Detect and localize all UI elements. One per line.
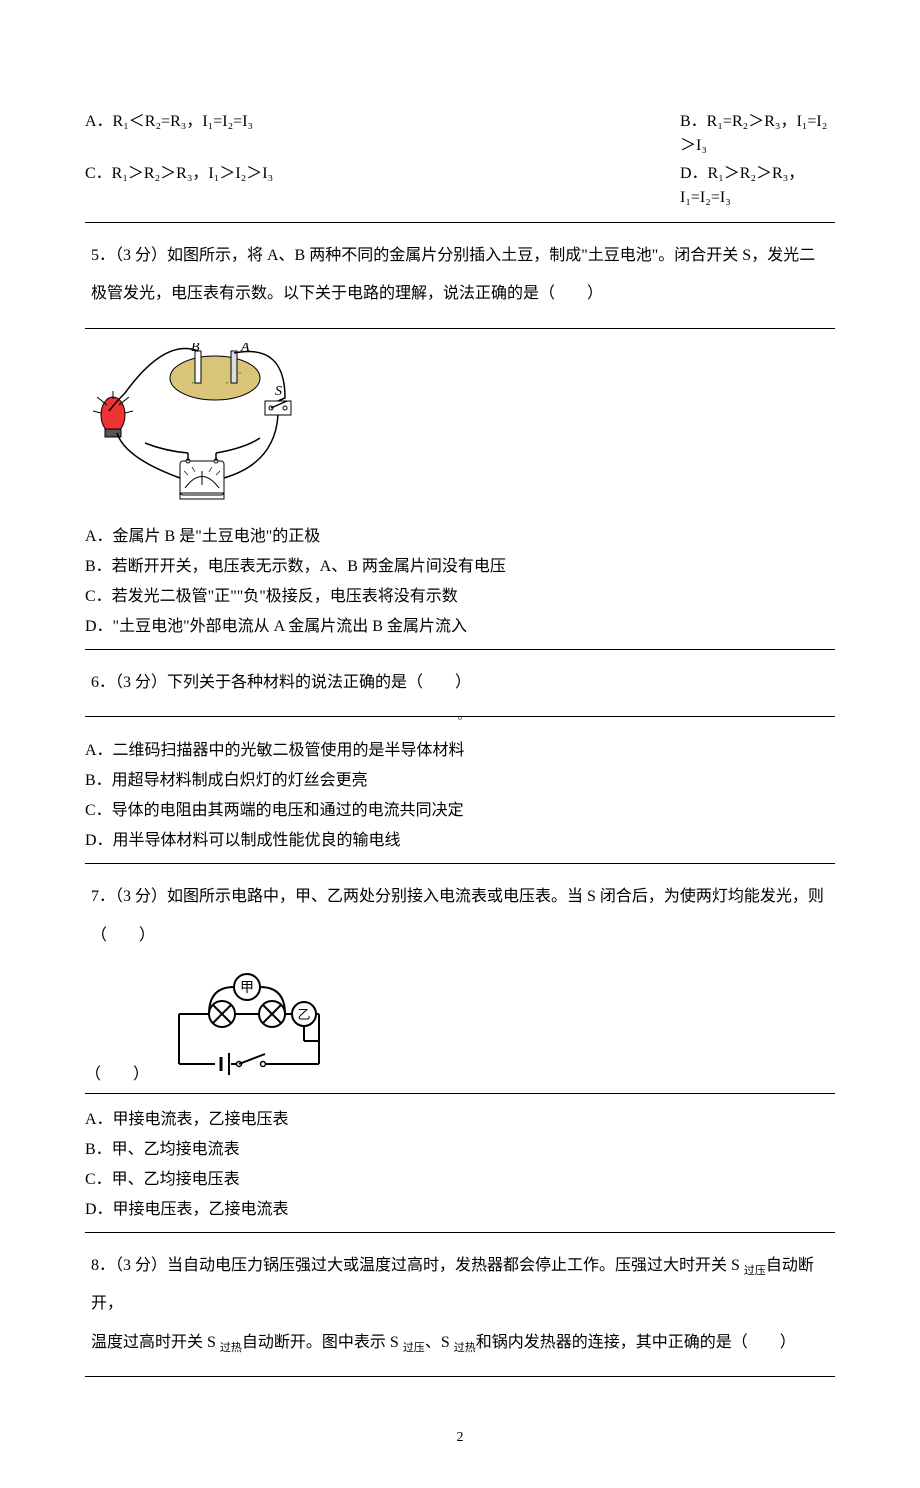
- potato-battery-svg: B A S: [85, 343, 295, 503]
- q8-l1a: 8．（3 分）当自动电压力锅压强过大或温度过高时，发热器都会停止工作。压强过大时…: [91, 1257, 744, 1274]
- q8-stem-box: 8．（3 分）当自动电压力锅压强过大或温度过高时，发热器都会停止工作。压强过大时…: [85, 1232, 835, 1377]
- q5-option-c: C．若发光二极管"正""负"极接反，电压表将没有示数: [85, 585, 835, 609]
- q5-figure: B A S: [85, 343, 835, 511]
- q5-option-d: D．"土豆电池"外部电流从 A 金属片流出 B 金属片流入: [85, 615, 835, 639]
- q8-sub3: 过压: [403, 1342, 425, 1354]
- q8-l2c: 、S: [425, 1334, 454, 1351]
- q5-option-b: B．若断开开关，电压表无示数，A、B 两金属片间没有电压: [85, 555, 835, 579]
- label-a: A: [240, 343, 250, 355]
- q7-figure: 甲 乙: [159, 969, 339, 1087]
- q4-option-c: C．R₁＞R₂＞R₃，I₁＞I₂＞I₃: [85, 162, 460, 210]
- switch-icon: S: [265, 384, 291, 415]
- q8-l2b: 自动断开。图中表示 S: [242, 1334, 403, 1351]
- q7-option-b: B．甲、乙均接电流表: [85, 1138, 835, 1162]
- q6-stem-box: 6．（3 分）下列关于各种材料的说法正确的是（ ）: [85, 649, 835, 717]
- q7-option-a: A．甲接电流表，乙接电压表: [85, 1108, 835, 1132]
- q8-l2d: 和锅内发热器的连接，其中正确的是（ ）: [476, 1334, 796, 1351]
- label-s: S: [275, 384, 282, 399]
- q7-paren: （ ）: [85, 1063, 149, 1087]
- q7-stem: 7．（3 分）如图所示电路中，甲、乙两处分别接入电流表或电压表。当 S 闭合后，…: [91, 888, 824, 943]
- q8-sub4: 过热: [454, 1342, 476, 1354]
- page-number: 2: [85, 1427, 835, 1448]
- q5-stem-box: 5．（3 分）如图所示，将 A、B 两种不同的金属片分别插入土豆，制成"土豆电池…: [85, 222, 835, 329]
- q6-option-b: B．用超导材料制成白炽灯的灯丝会更亮: [85, 769, 835, 793]
- q8-sub1: 过压: [744, 1265, 766, 1277]
- q6-option-d: D．用半导体材料可以制成性能优良的输电线: [85, 829, 835, 853]
- q7-option-d: D．甲接电压表，乙接电流表: [85, 1198, 835, 1222]
- q4-option-a: A．R₁＜R₂=R₃，I₁=I₂=I₃: [85, 110, 460, 158]
- q8-l2a: 温度过高时开关 S: [91, 1334, 220, 1351]
- label-yi: 乙: [298, 1007, 311, 1022]
- voltmeter-icon: [180, 459, 224, 499]
- q4-options-row1: A．R₁＜R₂=R₃，I₁=I₂=I₃ B．R₁=R₂＞R₃，I₁=I₂＞I₃: [85, 110, 835, 158]
- label-jia: 甲: [240, 981, 254, 996]
- q4-options-row2: C．R₁＞R₂＞R₃，I₁＞I₂＞I₃ D．R₁＞R₂＞R₃，I₁=I₂=I₃: [85, 162, 835, 210]
- q4-option-d: D．R₁＞R₂＞R₃，I₁=I₂=I₃: [460, 162, 835, 210]
- q6-option-c: C．导体的电阻由其两端的电压和通过的电流共同决定: [85, 799, 835, 823]
- q5-stem: 5．（3 分）如图所示，将 A、B 两种不同的金属片分别插入土豆，制成"土豆电池…: [91, 247, 815, 302]
- led-icon: [93, 391, 133, 437]
- circuit-svg: 甲 乙: [159, 969, 339, 1079]
- q6-option-a: A．二维码扫描器中的光敏二极管使用的是半导体材料: [85, 739, 835, 763]
- q6-stem: 6．（3 分）下列关于各种材料的说法正确的是（ ）: [91, 674, 471, 691]
- q4-option-b: B．R₁=R₂＞R₃，I₁=I₂＞I₃: [460, 110, 835, 158]
- q8-sub2: 过热: [220, 1342, 242, 1354]
- q7-option-c: C．甲、乙均接电压表: [85, 1168, 835, 1192]
- q5-option-a: A．金属片 B 是"土豆电池"的正极: [85, 525, 835, 549]
- q7-stem-box: 7．（3 分）如图所示电路中，甲、乙两处分别接入电流表或电压表。当 S 闭合后，…: [85, 863, 835, 955]
